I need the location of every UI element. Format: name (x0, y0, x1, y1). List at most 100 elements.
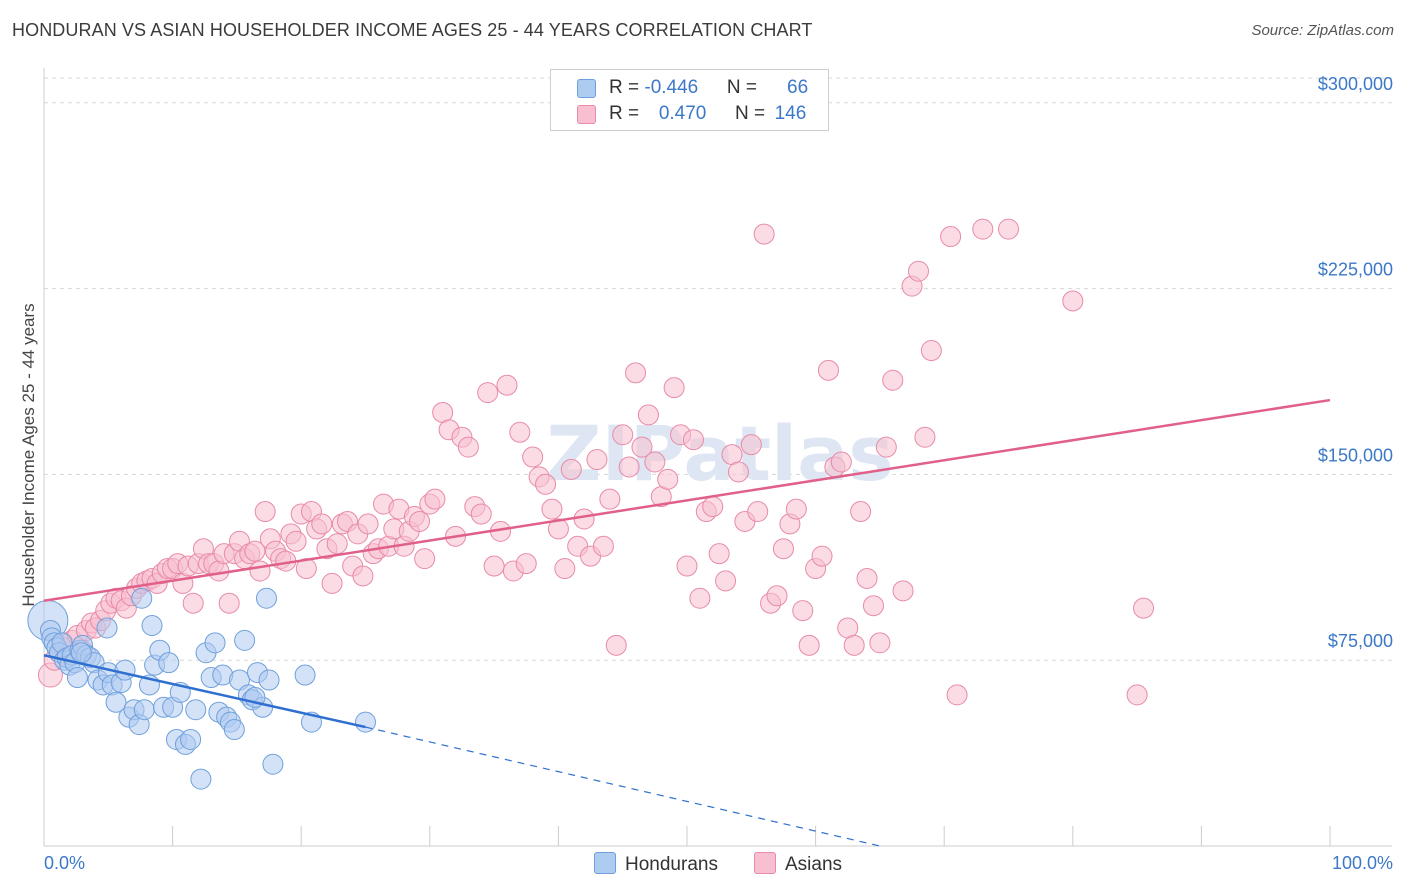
data-point (727, 461, 749, 483)
legend-swatch-asians (577, 105, 596, 124)
data-point (631, 436, 653, 458)
source-credit: Source: ZipAtlas.com (1251, 22, 1394, 39)
data-point (625, 362, 647, 384)
data-points (27, 218, 1155, 790)
data-point (218, 592, 240, 614)
data-point (753, 223, 775, 245)
data-point (1126, 684, 1148, 706)
legend-n-value: 146 (774, 103, 807, 124)
trend-line-asians (43, 398, 1331, 602)
data-point (708, 543, 730, 565)
data-point (1062, 290, 1084, 312)
y-tick-label: $150,000 (1318, 445, 1393, 465)
data-point (618, 456, 640, 478)
data-point (326, 533, 348, 555)
data-point (772, 538, 794, 560)
data-point (657, 468, 679, 490)
data-point (1133, 597, 1155, 619)
data-point (457, 436, 479, 458)
y-tick-label: $75,000 (1328, 631, 1393, 651)
data-point (204, 632, 226, 654)
data-point (946, 684, 968, 706)
data-point (747, 501, 769, 523)
data-point (998, 218, 1019, 240)
legend-row-asians: R = 0.470 N = 146 (551, 101, 828, 127)
data-point (535, 473, 557, 495)
data-point (637, 404, 659, 426)
data-point (496, 374, 518, 396)
data-point (321, 572, 343, 594)
data-point (914, 426, 936, 448)
data-point (172, 572, 194, 594)
data-point (190, 768, 212, 790)
data-point (798, 634, 820, 656)
data-point (509, 421, 531, 443)
legend-n-value: 66 (787, 77, 809, 98)
data-point (70, 642, 92, 664)
data-point (285, 530, 307, 552)
data-point (856, 567, 878, 589)
data-point (875, 436, 897, 458)
data-point (352, 565, 374, 587)
data-point (515, 553, 537, 575)
data-point (133, 699, 155, 721)
bottom-legend-label: Asians (785, 854, 843, 875)
data-point (972, 218, 994, 240)
data-point (294, 664, 316, 686)
bottom-legend-label: Hondurans (625, 854, 718, 875)
data-point (766, 585, 788, 607)
data-point (131, 587, 153, 609)
data-point (817, 359, 839, 381)
data-point (470, 503, 492, 525)
data-point (843, 634, 865, 656)
data-point (892, 580, 914, 602)
data-point (223, 719, 245, 741)
data-point (477, 382, 499, 404)
grid-lines (44, 77, 1392, 661)
bottom-swatch-hondurans (594, 852, 616, 874)
data-point (262, 753, 284, 775)
legend-r-value: 0.470 (658, 103, 707, 124)
data-point (255, 587, 277, 609)
data-point (811, 545, 833, 567)
bottom-legend-hondurans: Hondurans (594, 852, 718, 876)
data-point (907, 260, 929, 282)
y-axis-label: Householder Income Ages 25 - 44 years (19, 303, 38, 606)
data-point (560, 458, 582, 480)
data-point (258, 669, 280, 691)
data-point (541, 498, 563, 520)
trend-line-hondurans (43, 654, 366, 729)
data-point (862, 595, 884, 617)
data-point (850, 501, 872, 523)
data-point (208, 560, 230, 582)
legend-row-hondurans: R = -0.446 N = 66 (551, 75, 828, 101)
axes (43, 68, 1392, 847)
bottom-legend-asians: Asians (754, 852, 842, 876)
correlation-legend: R = -0.446 N = 66 R = 0.470 N = 146 (550, 69, 829, 131)
data-point (295, 558, 317, 580)
data-point (940, 226, 962, 248)
legend-n-label: N = (726, 77, 763, 98)
data-point (409, 510, 431, 532)
data-point (357, 513, 379, 535)
y-tick-label: $300,000 (1318, 74, 1393, 94)
data-point (244, 540, 266, 562)
data-point (96, 617, 118, 639)
data-point (414, 548, 436, 570)
data-point (689, 587, 711, 609)
x-tick-label: 100.0% (1332, 853, 1393, 873)
data-point (573, 508, 595, 530)
data-point (920, 340, 942, 362)
data-point (586, 449, 608, 471)
data-point (182, 592, 204, 614)
data-point (254, 501, 276, 523)
legend-r-label: R = (609, 103, 645, 124)
data-point (663, 377, 685, 399)
data-point (547, 518, 569, 540)
trend-line-hondurans-projection (365, 726, 881, 847)
data-point (830, 451, 852, 473)
data-point (180, 728, 202, 750)
data-point (355, 711, 376, 733)
y-tick-label: $225,000 (1318, 260, 1393, 280)
